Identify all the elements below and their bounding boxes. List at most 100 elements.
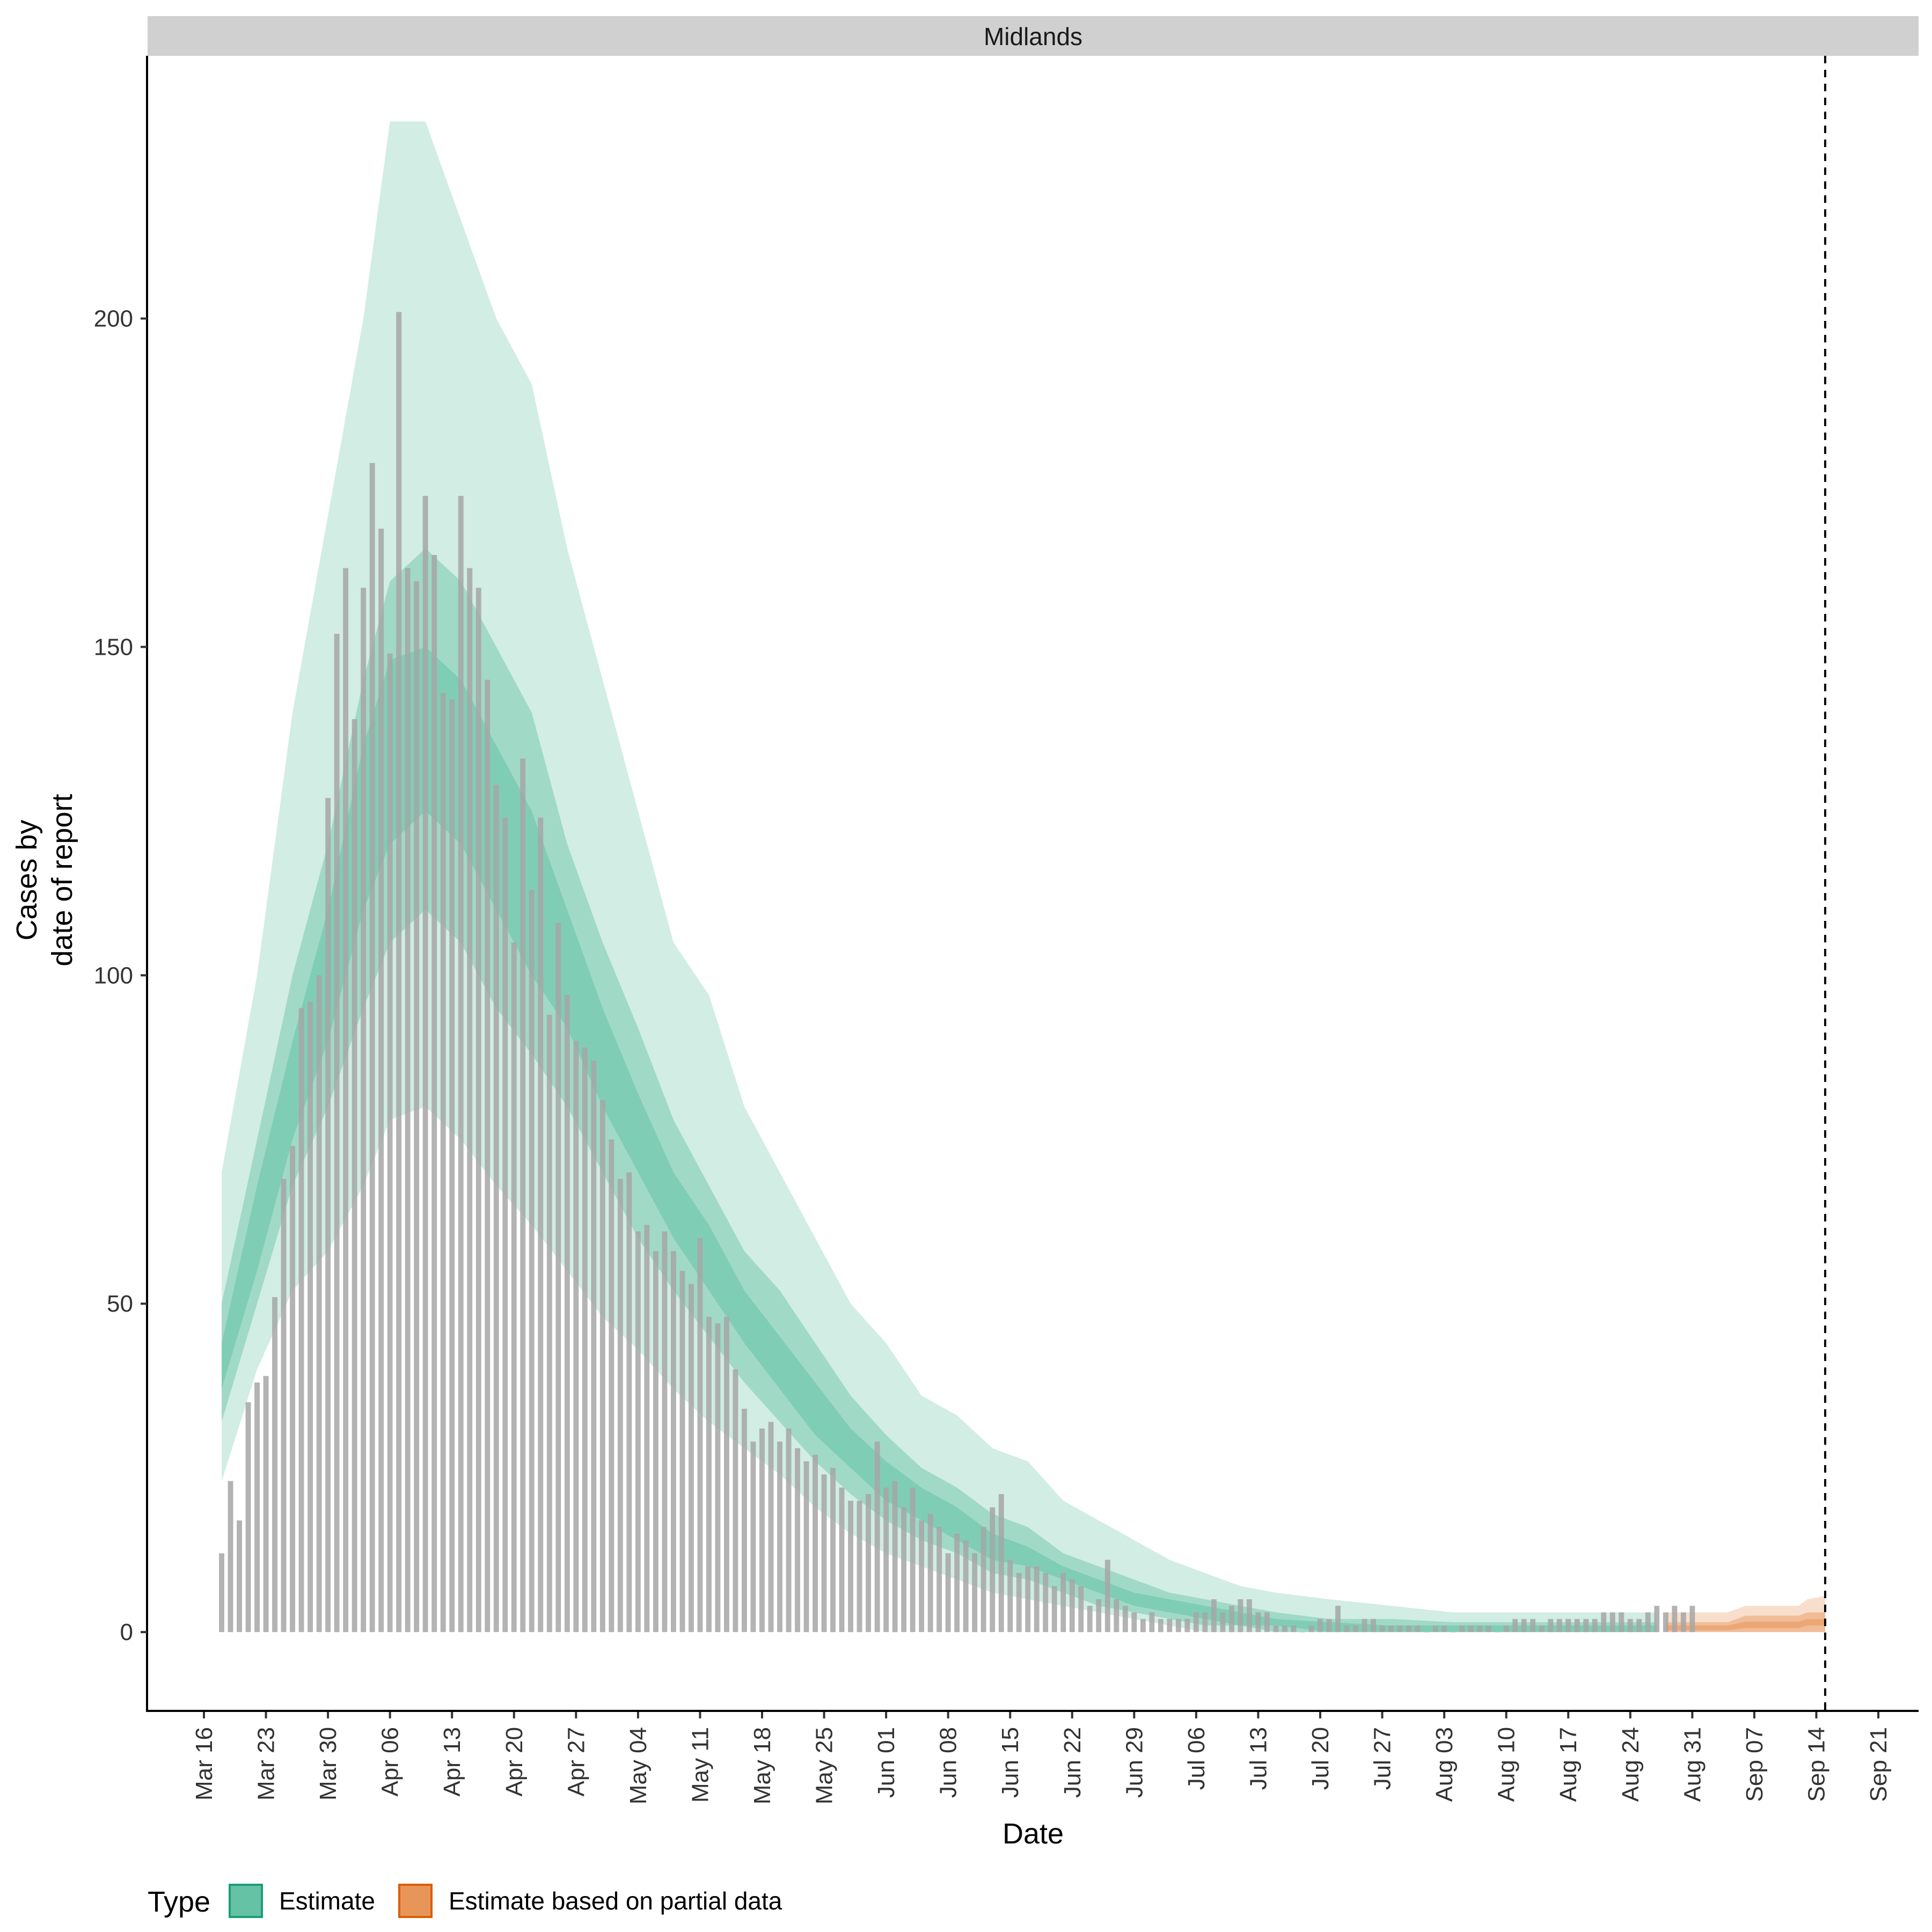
reported-case-bar: [1654, 1606, 1660, 1633]
reported-case-bar: [263, 1375, 269, 1633]
reported-case-bar: [458, 496, 464, 1633]
reported-case-bar: [759, 1428, 765, 1633]
reported-case-bar: [1202, 1612, 1208, 1633]
reported-case-bar: [1264, 1612, 1270, 1633]
reported-case-bar: [1627, 1619, 1633, 1633]
reported-case-bar: [1229, 1606, 1234, 1633]
x-tick-label: May 25: [811, 1727, 838, 1804]
reported-case-bar: [502, 817, 508, 1633]
reported-case-bar: [378, 529, 384, 1633]
reported-case-bar: [1211, 1599, 1217, 1633]
reported-case-bar: [387, 653, 393, 1633]
x-tick-label: Jun 22: [1059, 1727, 1086, 1798]
x-tick-label: Apr 20: [501, 1727, 528, 1797]
x-tick-label: Sep 21: [1865, 1727, 1892, 1802]
x-axis-title: Date: [1002, 1818, 1064, 1850]
legend: Type Estimate Estimate based on partial …: [148, 1884, 782, 1918]
x-axis-ticks: Mar 16 Mar 23 Mar 30 Apr 06 Apr 13 Apr 20 Apr …: [191, 1712, 1892, 1804]
reported-case-bar: [422, 496, 428, 1633]
reported-case-bar: [1521, 1619, 1527, 1633]
reported-case-bar: [352, 719, 357, 1633]
reported-case-bar: [1388, 1625, 1394, 1633]
x-tick-label: Mar 30: [315, 1727, 341, 1801]
reported-case-bar: [599, 1100, 605, 1633]
reported-case-bar: [1158, 1619, 1163, 1633]
reported-case-bar: [635, 1231, 641, 1633]
reported-case-bar: [1441, 1625, 1447, 1633]
reported-case-bar: [1548, 1619, 1554, 1633]
reported-case-bar: [1485, 1625, 1491, 1633]
x-tick-label: Jun 15: [997, 1727, 1023, 1798]
reported-case-bar: [1539, 1625, 1545, 1633]
reported-case-bar: [786, 1428, 792, 1633]
reported-case-bar: [1495, 1632, 1501, 1633]
reported-case-bar: [1406, 1625, 1411, 1633]
reported-case-bar: [795, 1448, 800, 1633]
reported-case-bar: [1318, 1619, 1323, 1633]
reported-case-bar: [1574, 1619, 1580, 1633]
reported-case-bar: [609, 1139, 614, 1633]
y-axis-ticks: 0 50 100 150 200: [94, 306, 147, 1645]
reported-case-bar: [564, 995, 570, 1633]
reported-case-bar: [990, 1507, 996, 1633]
reported-case-bar: [768, 1422, 774, 1633]
reported-case-bar: [1689, 1606, 1695, 1633]
x-tick-label: May 18: [749, 1727, 775, 1804]
reported-case-bar: [830, 1468, 836, 1633]
reported-case-bar: [281, 1179, 287, 1633]
reported-case-bar: [1220, 1612, 1226, 1633]
x-tick-label: Jun 01: [873, 1727, 899, 1798]
x-tick-label: Aug 10: [1494, 1727, 1520, 1802]
reported-case-bar: [1432, 1625, 1438, 1633]
reported-case-bar: [475, 588, 481, 1633]
reported-case-bar: [866, 1494, 871, 1633]
reported-case-bar: [1060, 1573, 1066, 1633]
facet-strip-label: Midlands: [984, 23, 1082, 50]
y-tick-label: 100: [94, 962, 133, 989]
reported-case-bar: [901, 1507, 907, 1633]
reported-case-bar: [857, 1501, 862, 1633]
x-tick-label: Jun 29: [1121, 1727, 1147, 1798]
reported-case-bar: [1238, 1599, 1243, 1633]
reported-case-bar: [228, 1481, 233, 1633]
reported-case-bar: [653, 1251, 658, 1633]
x-tick-label: Sep 07: [1741, 1727, 1768, 1802]
x-tick-label: Jul 06: [1183, 1727, 1210, 1790]
reported-case-bar: [493, 785, 499, 1633]
reported-case-bar: [440, 693, 446, 1633]
reported-case-bar: [1556, 1619, 1562, 1633]
x-tick-label: Aug 31: [1679, 1727, 1706, 1802]
legend-key-estimate: [229, 1884, 263, 1918]
reported-case-bar: [697, 1238, 703, 1633]
reported-case-bar: [1583, 1619, 1589, 1633]
reported-case-bar: [1424, 1632, 1429, 1633]
reported-case-bar: [892, 1481, 898, 1633]
reported-case-bar: [1051, 1586, 1057, 1633]
reported-case-bar: [689, 1284, 694, 1633]
x-tick-label: Aug 24: [1618, 1727, 1644, 1802]
reported-case-bar: [919, 1520, 925, 1633]
x-tick-label: Mar 23: [253, 1727, 280, 1801]
reported-case-bar: [573, 1041, 579, 1633]
reported-case-bar: [334, 634, 340, 1633]
reported-case-bar: [1362, 1619, 1367, 1633]
reported-case-bars: [219, 312, 1695, 1633]
reported-case-bar: [449, 699, 455, 1633]
reported-case-bar: [520, 758, 526, 1633]
reported-case-bar: [582, 1048, 588, 1633]
reported-case-bar: [1282, 1625, 1287, 1633]
reported-case-bar: [1087, 1606, 1093, 1633]
y-tick-label: 150: [94, 634, 133, 660]
x-tick-label: Jun 08: [935, 1727, 962, 1798]
reported-case-bar: [1131, 1612, 1137, 1633]
reported-case-bar: [1530, 1619, 1536, 1633]
reported-case-bar: [1353, 1625, 1358, 1633]
reported-case-bar: [369, 463, 375, 1633]
x-tick-label: Jul 27: [1370, 1727, 1396, 1790]
reported-case-bar: [1255, 1612, 1261, 1633]
reported-case-bar: [883, 1487, 889, 1633]
reported-case-bar: [662, 1231, 668, 1633]
legend-key-partial: [398, 1884, 433, 1918]
x-tick-label: Apr 13: [439, 1727, 465, 1797]
x-tick-label: Apr 06: [377, 1727, 404, 1797]
